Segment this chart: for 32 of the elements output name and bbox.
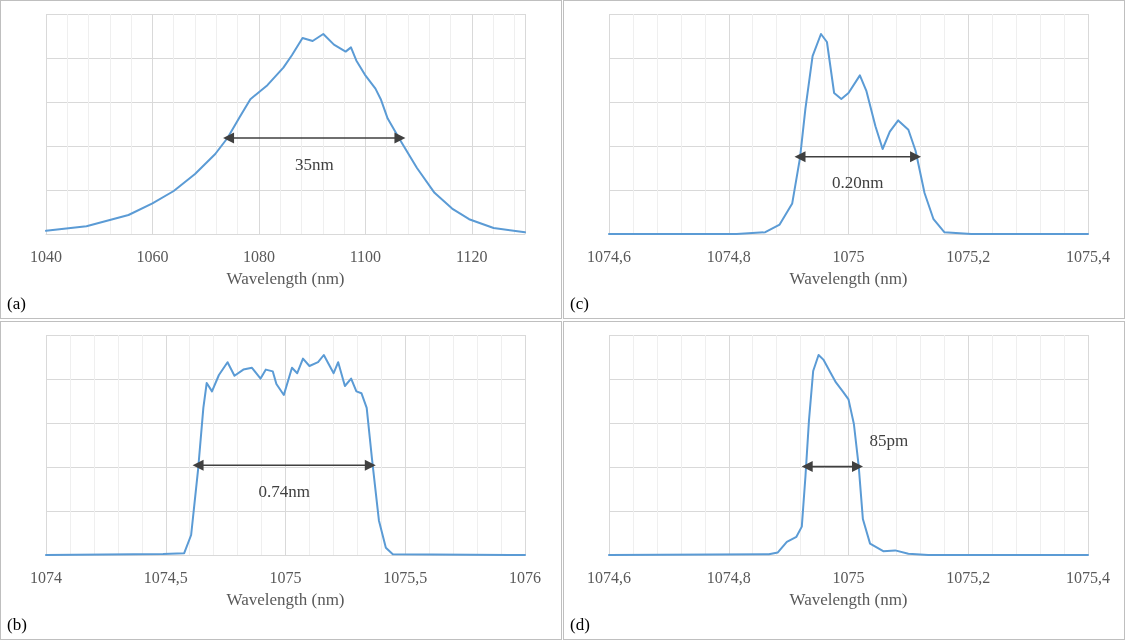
x-tick-label: 1074,8: [706, 568, 751, 586]
x-tick-label: 1100: [349, 247, 382, 265]
x-tick-label: 1074,8: [706, 247, 751, 265]
annotation: 0.20nm: [832, 173, 884, 193]
annotation: 85pm: [869, 431, 909, 451]
x-axis-title: Wavelength (nm): [789, 269, 908, 288]
x-tick-label: 1074: [30, 568, 62, 586]
x-tick-label: 1075: [269, 568, 302, 586]
x-tick-label: 1075,5: [383, 568, 428, 586]
annotation: 35nm: [294, 154, 334, 174]
annotation: 0.74nm: [258, 481, 310, 501]
x-tick-label: 1075: [832, 247, 865, 265]
x-tick-label: 1076: [509, 568, 541, 586]
x-tick-label: 1075,4: [1066, 247, 1110, 265]
x-tick-label: 1074,6: [587, 568, 631, 586]
x-axis-title: Wavelength (nm): [789, 590, 908, 609]
x-tick-label: 1075,2: [946, 568, 991, 586]
text: (b): [7, 615, 27, 634]
x-tick-label: 1040: [30, 247, 62, 265]
x-tick-label: 1120: [456, 247, 488, 265]
x-tick-label: 1075,2: [946, 247, 991, 265]
x-axis-title: Wavelength (nm): [226, 590, 345, 609]
x-tick-label: 1080: [242, 247, 275, 265]
x-tick-label: 1060: [136, 247, 169, 265]
x-axis-title: Wavelength (nm): [226, 269, 345, 288]
x-tick-label: 1074,5: [143, 568, 188, 586]
text: (d): [570, 615, 590, 634]
text: (c): [570, 294, 589, 313]
text: (a): [7, 294, 26, 313]
x-tick-label: 1075: [832, 568, 865, 586]
x-tick-label: 1075,4: [1066, 568, 1110, 586]
x-tick-label: 1074,6: [587, 247, 631, 265]
